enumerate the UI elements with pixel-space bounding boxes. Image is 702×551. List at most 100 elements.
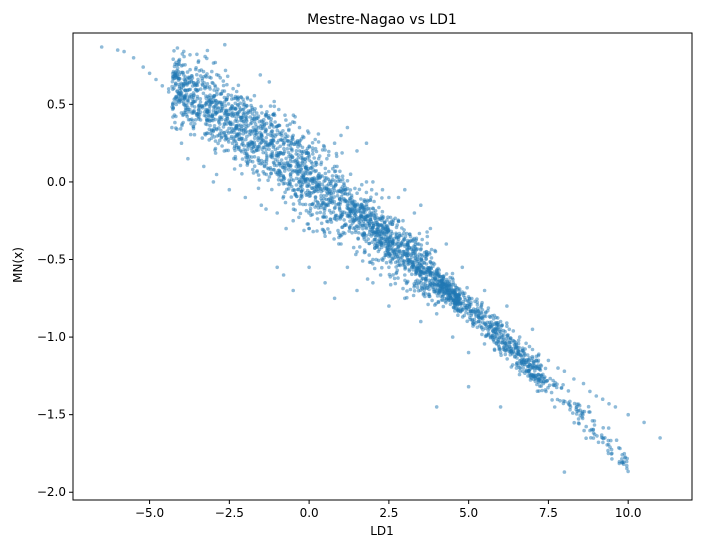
scatter-point <box>454 285 458 290</box>
scatter-point <box>175 66 180 70</box>
scatter-point <box>275 211 280 215</box>
scatter-point <box>480 315 484 320</box>
scatter-point <box>247 144 251 149</box>
scatter-point <box>514 343 519 347</box>
scatter-point <box>403 250 407 254</box>
scatter-point <box>202 164 206 169</box>
scatter-point <box>370 240 375 244</box>
scatter-point <box>243 149 248 153</box>
scatter-point <box>430 298 434 303</box>
scatter-point <box>393 281 398 286</box>
scatter-point <box>503 352 508 357</box>
scatter-point <box>354 224 359 228</box>
scatter-point <box>193 118 198 122</box>
scatter-point <box>310 141 315 145</box>
scatter-point <box>297 215 301 220</box>
scatter-point <box>367 241 372 246</box>
scatter-point <box>256 158 260 162</box>
scatter-point <box>225 74 230 79</box>
scatter-point <box>213 60 218 65</box>
scatter-point <box>498 350 503 355</box>
scatter-point <box>433 276 438 281</box>
scatter-point <box>264 136 269 140</box>
scatter-point <box>415 285 420 290</box>
scatter-point <box>588 410 592 414</box>
scatter-point <box>271 160 276 165</box>
scatter-point <box>609 438 613 443</box>
scatter-point <box>415 278 420 283</box>
scatter-point <box>240 115 245 119</box>
scatter-point <box>204 96 208 101</box>
scatter-point <box>502 337 506 342</box>
scatter-point <box>576 421 581 425</box>
scatter-point <box>460 290 465 294</box>
scatter-point <box>205 48 210 53</box>
scatter-point <box>450 335 455 339</box>
scatter-point <box>222 95 227 100</box>
scatter-point <box>265 132 270 137</box>
scatter-point <box>226 93 231 97</box>
scatter-point <box>527 356 532 360</box>
scatter-point <box>495 328 500 333</box>
scatter-point <box>327 230 332 235</box>
scatter-point <box>613 405 618 409</box>
scatter-point <box>273 147 278 152</box>
scatter-point <box>431 285 435 290</box>
scatter-point <box>364 214 369 219</box>
scatter-point <box>172 49 176 53</box>
scatter-point <box>501 328 506 333</box>
scatter-point <box>395 247 399 252</box>
scatter-point <box>186 156 190 161</box>
scatter-point <box>368 198 373 202</box>
scatter-point <box>429 256 434 260</box>
scatter-point <box>287 128 291 133</box>
scatter-point <box>517 359 522 363</box>
scatter-point <box>405 255 410 260</box>
scatter-point <box>386 242 391 246</box>
scatter-point <box>307 226 311 231</box>
scatter-point <box>450 296 455 301</box>
scatter-point <box>403 278 407 283</box>
scatter-point <box>203 74 208 78</box>
scatter-point <box>344 211 349 216</box>
scatter-point <box>407 267 412 272</box>
scatter-point <box>278 130 282 135</box>
scatter-point <box>466 295 471 299</box>
scatter-point <box>334 213 339 218</box>
scatter-point <box>476 313 481 318</box>
scatter-point <box>300 194 304 199</box>
scatter-point <box>204 114 208 118</box>
scatter-point <box>122 49 126 54</box>
scatter-point <box>297 177 301 181</box>
scatter-point <box>291 120 295 124</box>
scatter-point <box>505 304 509 308</box>
scatter-point <box>579 411 584 415</box>
scatter-point <box>250 159 255 164</box>
scatter-point <box>445 297 449 302</box>
scatter-point <box>377 234 382 238</box>
scatter-point <box>321 188 325 192</box>
scatter-point <box>323 281 327 285</box>
scatter-point <box>188 132 193 137</box>
scatter-point <box>307 211 311 215</box>
scatter-point <box>266 142 270 147</box>
scatter-point <box>492 335 497 339</box>
scatter-point <box>413 255 417 259</box>
scatter-point <box>424 249 429 254</box>
scatter-point <box>530 327 535 332</box>
scatter-point <box>367 260 372 265</box>
scatter-point <box>352 211 356 216</box>
scatter-point <box>174 60 178 65</box>
scatter-point <box>320 182 325 187</box>
scatter-point <box>357 187 362 192</box>
scatter-point <box>447 279 452 284</box>
scatter-point <box>309 170 314 175</box>
scatter-point <box>220 101 224 105</box>
scatter-point <box>440 282 445 287</box>
scatter-point <box>606 448 610 453</box>
scatter-point <box>237 146 241 150</box>
scatter-point <box>480 311 484 315</box>
scatter-point <box>254 111 259 115</box>
scatter-point <box>396 218 401 222</box>
y-tick-label: 0.0 <box>47 175 66 189</box>
